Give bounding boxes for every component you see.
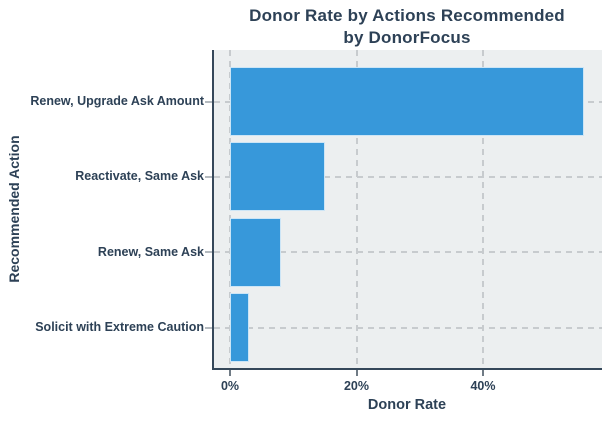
category-label: Reactivate, Same Ask (75, 169, 204, 184)
y-axis-tick (205, 251, 212, 254)
x-axis-tick (482, 370, 484, 376)
x-axis-title: Donor Rate (367, 397, 447, 413)
y-axis-title: Recommended Action (6, 135, 22, 283)
grid-line-horizontal (214, 326, 602, 329)
x-axis-tick (229, 370, 231, 376)
bar (230, 293, 249, 362)
category-label: Renew, Same Ask (97, 244, 204, 259)
chart-title: Donor Rate by Actions Recommended by Don… (212, 5, 602, 48)
bar (230, 217, 281, 287)
x-tick-label: 20% (343, 379, 370, 393)
grid-line-horizontal (214, 251, 602, 254)
grid-line-vertical (355, 50, 358, 368)
x-tick-label: 0% (220, 379, 240, 393)
bar (230, 67, 585, 136)
x-tick-label: 40% (470, 379, 496, 393)
y-axis-tick (205, 175, 212, 178)
x-axis-tick (355, 370, 358, 376)
y-axis-tick (205, 326, 212, 329)
bar (230, 142, 325, 212)
category-label: Solicit with Extreme Caution (35, 320, 204, 334)
plot-area (212, 50, 602, 370)
grid-line-vertical (482, 50, 484, 368)
category-label: Renew, Upgrade Ask Amount (30, 94, 204, 108)
chart-title-line2: by DonorFocus (343, 27, 471, 47)
y-axis-tick (205, 100, 212, 103)
chart-title-line1: Donor Rate by Actions Recommended (249, 6, 565, 25)
grid-line-horizontal (214, 175, 602, 178)
